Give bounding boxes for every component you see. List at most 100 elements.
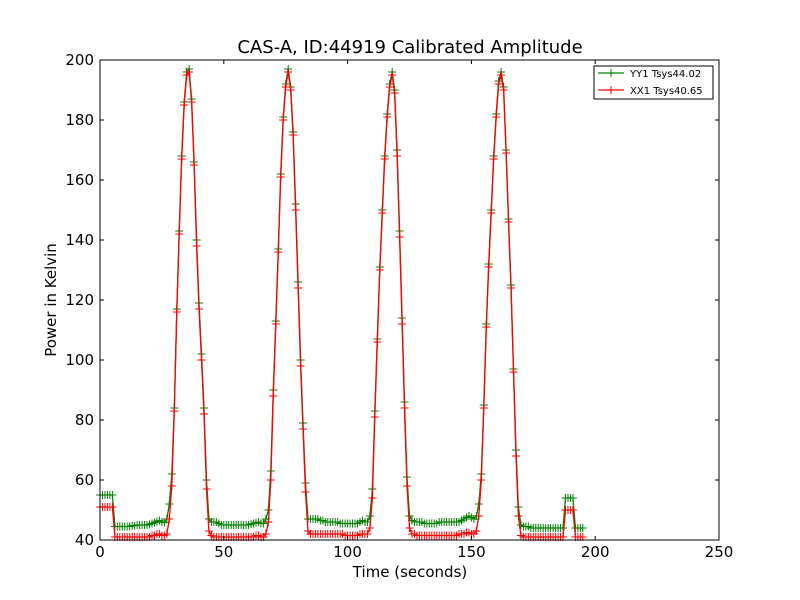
data-point [568,494,577,502]
data-point [276,173,285,181]
data-point [370,413,379,421]
data-point [259,519,268,528]
data-point [395,233,404,241]
data-point [380,155,389,163]
data-point [484,263,493,271]
legend: YY1 Tsys44.02 XX1 Tsys40.65 [593,65,714,100]
data-point [514,512,523,520]
data-point [388,71,397,79]
data-point [507,284,516,292]
data-point [482,323,491,331]
data-point [499,86,508,94]
data-point [509,368,518,376]
y-tick-label: 120 [65,291,94,309]
data-point [261,530,270,538]
data-point [479,404,488,412]
data-point [405,524,414,532]
data-point [286,86,295,94]
data-point [167,482,176,490]
data-point [398,320,407,328]
data-point [472,527,481,535]
y-tick-label: 80 [75,411,94,429]
y-tick-label: 200 [65,51,94,69]
data-point [375,266,384,274]
data-point [266,476,275,484]
x-tick-label: 250 [705,543,734,561]
y-axis-title: Power in Kelvin [42,243,60,357]
x-tick-label: 0 [95,543,105,561]
data-point [271,320,280,328]
data-point [294,284,303,292]
data-point [175,230,184,238]
chart-title: CAS-A, ID:44919 Calibrated Amplitude [237,37,582,58]
data-point [378,209,387,217]
data-point [172,308,181,316]
x-tick-label: 50 [214,543,233,561]
data-point [494,80,503,88]
data-point [390,89,399,97]
data-point [373,338,382,346]
data-point [192,242,201,250]
data-point [197,356,206,364]
legend-label-yy1: YY1 Tsys44.02 [629,69,701,80]
data-point [393,152,402,160]
data-point [299,425,308,433]
data-point [365,512,374,520]
data-point [165,515,174,523]
y-tick-label: 180 [65,111,94,129]
data-point [497,71,506,79]
data-point [403,482,412,490]
x-tick-label: 200 [581,543,610,561]
data-point [477,476,486,484]
data-point [185,68,194,76]
y-tick-label: 40 [75,531,94,549]
data-point [202,485,211,493]
data-point [504,218,513,226]
data-point [195,305,204,313]
data-point [301,488,310,496]
data-point [511,452,520,460]
data-point [108,503,117,511]
y-tick-label: 160 [65,171,94,189]
data-point [363,530,372,538]
data-point [269,392,278,400]
y-tick-label: 140 [65,231,94,249]
data-point [568,506,577,514]
data-point [365,524,374,532]
data-point [385,83,394,91]
legend-label-xx1: XX1 Tsys40.65 [630,86,703,97]
x-tick-label: 150 [457,543,486,561]
data-point [165,500,174,508]
data-point [162,530,171,538]
data-point [170,407,179,415]
legend-marker-xx1 [607,86,615,94]
data-point [284,68,293,76]
data-point [489,155,498,163]
data-point [296,362,305,370]
data-point [180,101,189,109]
data-point [474,512,483,520]
data-point [279,116,288,124]
legend-box [593,65,714,100]
data-point [487,209,496,217]
data-point [291,206,300,214]
data-point [578,524,587,532]
axis-ticks: 0 50 100 150 200 250 40 60 80 100 120 140 160 180 200 [65,51,733,561]
y-tick-label: 100 [65,351,94,369]
data-point [281,83,290,91]
data-point [187,98,196,106]
data-point [204,527,213,535]
data-point [368,494,377,502]
data-point [274,248,283,256]
data-point [289,131,298,139]
data-point [383,113,392,121]
data-point [177,155,186,163]
legend-marker-yy1 [607,69,615,77]
y-tick-label: 60 [75,471,94,489]
data-point [502,149,511,157]
data-point [492,113,501,121]
data-point [108,491,117,499]
x-axis-title: Time (seconds) [352,563,468,581]
